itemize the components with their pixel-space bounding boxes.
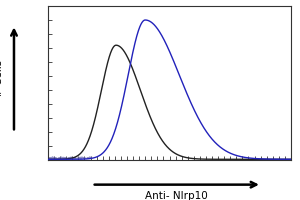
Text: # Cells: # Cells — [0, 60, 4, 97]
Text: Anti- Nlrp10: Anti- Nlrp10 — [146, 191, 208, 200]
